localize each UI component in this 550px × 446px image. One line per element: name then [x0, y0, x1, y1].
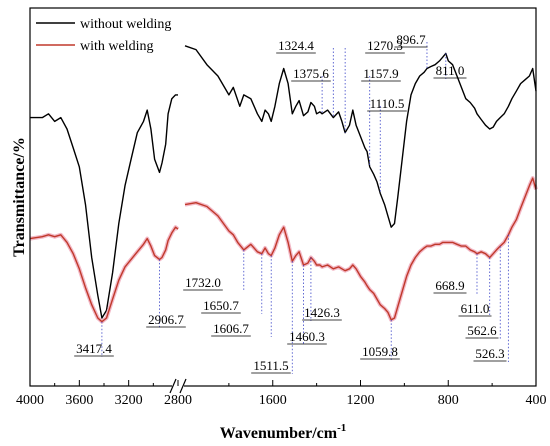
x-tick-label: 4000	[16, 393, 44, 408]
with-welding-line-left	[29, 226, 179, 323]
peak-label: 1650.7	[203, 298, 239, 313]
peak-annotation: 1059.8	[360, 319, 400, 360]
peak-label: 668.9	[435, 278, 464, 293]
peak-label: 1732.0	[185, 275, 221, 290]
peak-annotation: 811.0	[433, 53, 467, 79]
x-tick-label: 1200	[347, 393, 375, 408]
peak-annotation: 562.6	[465, 246, 501, 339]
peak-annotation: 1375.6	[291, 66, 331, 114]
peak-annotation: 1460.3	[287, 265, 327, 345]
peak-annotation: 1511.5	[251, 261, 293, 374]
peak-annotation: 1732.0	[183, 249, 245, 291]
peak-annotation: 1110.5	[367, 96, 407, 194]
legend: without welding with welding	[36, 17, 171, 54]
y-axis-label: Transmittance/%	[11, 137, 28, 257]
peak-annotation: 1650.7	[201, 253, 263, 314]
peak-annotation: 1157.9	[361, 66, 401, 167]
series-layer	[29, 45, 538, 324]
peak-label: 1270.3	[367, 38, 403, 53]
peak-annotation: 526.3	[473, 234, 509, 362]
x-tick-label: 1600	[259, 393, 287, 408]
without-welding-line-left	[30, 94, 178, 319]
peak-annotation: 896.7	[394, 32, 428, 69]
peak-annotation: 1426.3	[302, 257, 342, 321]
peak-annotation: 1606.7	[211, 255, 272, 337]
x-axis-label: Wavenumber/cm-1	[220, 422, 347, 442]
x-tick-label: 400	[526, 393, 547, 408]
peak-label: 1157.9	[363, 66, 398, 81]
legend-label-with-welding: with welding	[80, 39, 154, 54]
annotation-layer: 3417.4 2906.7 1732.0 1650.7 1606.7 1511.51460…	[74, 32, 509, 374]
peak-label: 1110.5	[370, 96, 405, 111]
peak-annotation: 1324.4	[276, 38, 334, 118]
peak-label: 896.7	[396, 32, 426, 47]
peak-label: 1426.3	[304, 305, 340, 320]
peak-label: 811.0	[436, 63, 465, 78]
x-ticks: 4000 3600 3200 2800 1600 1200 800 400	[16, 380, 547, 408]
peak-annotation: 1270.3	[344, 38, 405, 133]
peak-annotation: 668.9	[433, 253, 478, 294]
peak-annotation: 611.0	[458, 257, 492, 317]
peak-label: 562.6	[467, 323, 497, 338]
plot-frame	[29, 7, 537, 387]
x-axis-label-text: Wavenumber/cm	[220, 425, 338, 442]
x-axis-label-superscript: -1	[337, 422, 346, 434]
peak-label: 1324.4	[278, 38, 314, 53]
x-tick-label: 2800	[164, 393, 192, 408]
peak-label: 1511.5	[253, 358, 288, 373]
x-tick-label: 3600	[65, 393, 93, 408]
without-welding-line-right	[184, 45, 537, 228]
x-tick-label: 800	[438, 393, 459, 408]
peak-label: 1059.8	[362, 344, 398, 359]
peak-label: 1606.7	[213, 321, 249, 336]
peak-annotation: 3417.4	[74, 321, 114, 357]
peak-label: 611.0	[461, 301, 490, 316]
peak-label: 1460.3	[289, 329, 325, 344]
peak-label: 1375.6	[293, 66, 329, 81]
peak-label: 526.3	[475, 346, 504, 361]
legend-label-without-welding: without welding	[80, 17, 171, 32]
with-welding-line-right	[184, 177, 537, 321]
peak-annotation: 2906.7	[146, 259, 186, 328]
x-tick-label: 3200	[115, 393, 143, 408]
peak-label: 2906.7	[148, 312, 184, 327]
peak-label: 3417.4	[76, 341, 112, 356]
